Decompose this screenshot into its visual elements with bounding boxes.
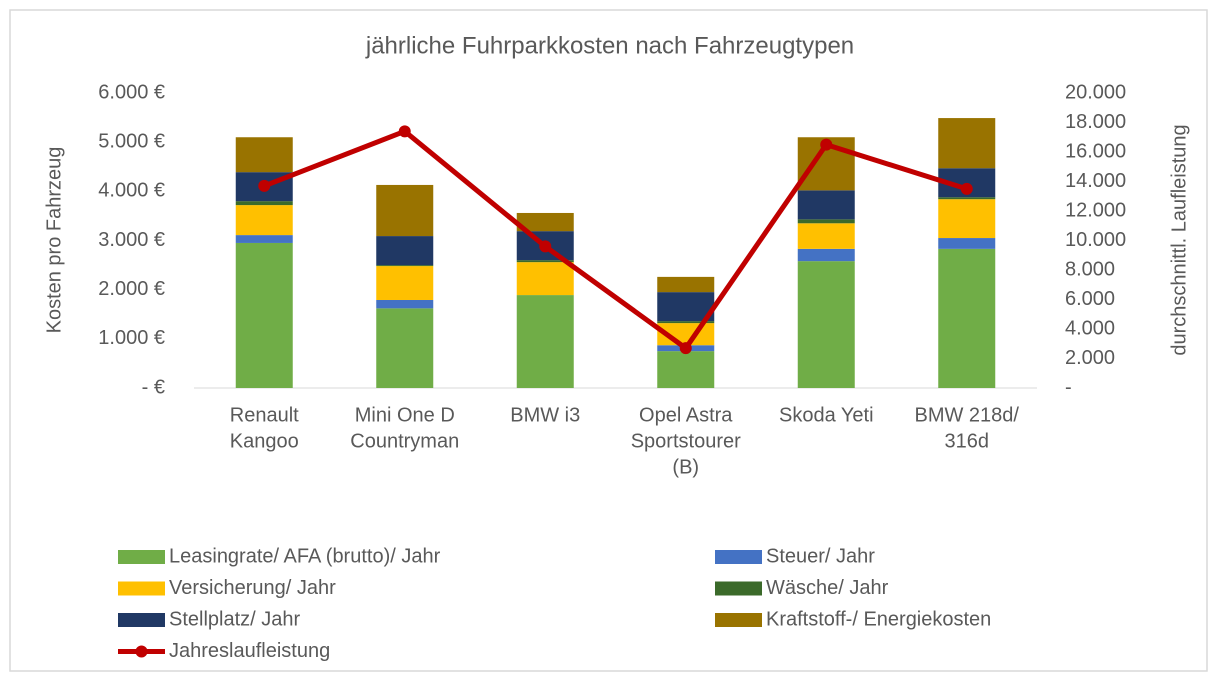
- legend-label: Stellplatz/ Jahr: [169, 608, 301, 630]
- y2-tick-label: 2.000: [1065, 347, 1115, 369]
- bar-segment: [938, 248, 996, 388]
- y2-tick-label: 16.000: [1065, 140, 1126, 162]
- line-marker: [820, 138, 833, 151]
- bar-segment: [797, 261, 855, 388]
- x-tick-label: Skoda Yeti: [779, 404, 874, 426]
- bar-segment: [376, 265, 434, 267]
- x-tick-label: Mini One D: [355, 404, 455, 426]
- bar-segment: [938, 197, 996, 200]
- legend-label: Leasingrate/ AFA (brutto)/ Jahr: [169, 545, 441, 567]
- bar-segment: [516, 260, 574, 263]
- y2-tick-label: 18.000: [1065, 111, 1126, 133]
- bar-segment: [938, 118, 996, 169]
- legend-label: Versicherung/ Jahr: [169, 577, 336, 599]
- legend-swatch: [715, 550, 762, 564]
- bar-segment: [376, 184, 434, 237]
- bar-segment: [376, 266, 434, 300]
- bar-segment: [516, 262, 574, 296]
- bar-segment: [235, 137, 293, 173]
- bar-segment: [516, 212, 574, 232]
- y-axis-title: Kosten pro Fahrzeug: [43, 147, 65, 334]
- bar-segment: [657, 351, 715, 388]
- x-tick-label: BMW 218d/: [915, 404, 1020, 426]
- y2-tick-label: 12.000: [1065, 199, 1126, 221]
- bar-segment: [797, 190, 855, 220]
- x-tick-label: Sportstourer: [631, 430, 741, 452]
- legend-swatch: [118, 613, 165, 627]
- bar-segment: [376, 308, 434, 388]
- legend-label: Jahreslaufleistung: [169, 640, 330, 662]
- bar-segment: [376, 236, 434, 266]
- x-tick-label: Kangoo: [230, 430, 299, 452]
- y-tick-label: 2.000 €: [98, 278, 165, 300]
- legend-swatch: [118, 581, 165, 596]
- y-tick-label: 6.000 €: [98, 81, 165, 103]
- legend-swatch: [715, 581, 762, 596]
- y-tick-label: 1.000 €: [98, 327, 165, 349]
- legend-swatch: [118, 550, 165, 564]
- y2-tick-label: 10.000: [1065, 229, 1126, 251]
- bar-segment: [657, 321, 715, 324]
- bar-segment: [516, 295, 574, 388]
- line-marker: [398, 125, 411, 138]
- bar-segment: [235, 242, 293, 388]
- bar-segment: [938, 238, 996, 249]
- x-tick-label: Renault: [230, 404, 299, 426]
- bar-segment: [376, 299, 434, 309]
- line-series: [263, 128, 968, 351]
- legend-label: Steuer/ Jahr: [766, 545, 875, 567]
- bar-segment: [235, 235, 293, 243]
- line-marker: [258, 179, 271, 192]
- y-tick-label: 3.000 €: [98, 229, 165, 251]
- legend-marker: [135, 645, 148, 658]
- y-tick-label: 4.000 €: [98, 180, 165, 202]
- bar-segment: [235, 205, 293, 236]
- y2-tick-label: 8.000: [1065, 258, 1115, 280]
- x-tick-label: 316d: [945, 430, 990, 452]
- line-marker: [539, 240, 552, 253]
- y2-tick-label: 14.000: [1065, 170, 1126, 192]
- line-marker: [679, 342, 692, 355]
- y-tick-label: 5.000 €: [98, 130, 165, 152]
- y2-tick-label: 4.000: [1065, 317, 1115, 339]
- line-marker: [960, 182, 973, 195]
- y-tick-label: - €: [142, 376, 165, 398]
- bar-segment: [797, 219, 855, 224]
- chart-title: jährliche Fuhrparkkosten nach Fahrzeugty…: [365, 32, 854, 59]
- bar-segment: [657, 276, 715, 293]
- y2-tick-label: -: [1065, 376, 1072, 398]
- x-tick-label: Opel Astra: [639, 404, 733, 426]
- bar-segment: [938, 199, 996, 239]
- x-tick-label: (B): [672, 456, 699, 478]
- y2-tick-label: 20.000: [1065, 81, 1126, 103]
- legend-label: Wäsche/ Jahr: [766, 577, 889, 599]
- chart-frame: [9, 9, 1208, 672]
- legend-label: Kraftstoff-/ Energiekosten: [766, 608, 991, 630]
- bar-segment: [235, 201, 293, 206]
- bar-segment: [797, 223, 855, 249]
- x-tick-label: BMW i3: [510, 404, 580, 426]
- legend-swatch: [715, 613, 762, 627]
- y2-tick-label: 6.000: [1065, 288, 1115, 310]
- y2-axis-title: durchschnittl. Laufleistung: [1168, 124, 1190, 355]
- bar-segment: [797, 248, 855, 262]
- x-tick-label: Countryman: [350, 430, 459, 452]
